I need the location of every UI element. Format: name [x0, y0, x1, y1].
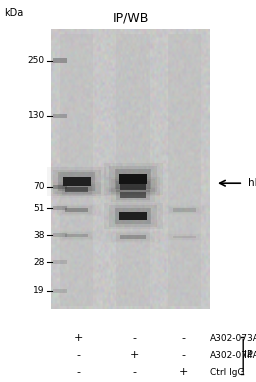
- Text: +: +: [73, 333, 83, 343]
- FancyBboxPatch shape: [116, 181, 150, 193]
- FancyBboxPatch shape: [62, 206, 92, 214]
- Text: +: +: [130, 350, 139, 360]
- FancyBboxPatch shape: [119, 212, 147, 220]
- FancyBboxPatch shape: [53, 233, 67, 237]
- Text: -: -: [181, 333, 185, 343]
- Text: -: -: [76, 350, 80, 360]
- FancyBboxPatch shape: [120, 192, 146, 197]
- FancyBboxPatch shape: [115, 169, 152, 189]
- FancyBboxPatch shape: [51, 30, 210, 309]
- FancyBboxPatch shape: [53, 206, 67, 210]
- Text: IP: IP: [244, 350, 253, 360]
- FancyBboxPatch shape: [65, 188, 88, 193]
- FancyBboxPatch shape: [62, 185, 92, 195]
- FancyBboxPatch shape: [120, 235, 146, 239]
- FancyBboxPatch shape: [53, 289, 67, 293]
- Text: 250: 250: [28, 56, 45, 65]
- FancyBboxPatch shape: [109, 166, 157, 192]
- FancyBboxPatch shape: [116, 34, 150, 306]
- FancyBboxPatch shape: [53, 260, 67, 264]
- Text: 19: 19: [33, 286, 45, 295]
- FancyBboxPatch shape: [53, 170, 101, 194]
- Text: -: -: [76, 367, 80, 377]
- FancyBboxPatch shape: [173, 236, 196, 238]
- FancyBboxPatch shape: [111, 179, 155, 194]
- FancyBboxPatch shape: [53, 58, 67, 63]
- FancyBboxPatch shape: [65, 234, 88, 237]
- Text: -: -: [132, 367, 136, 377]
- FancyBboxPatch shape: [168, 34, 201, 306]
- Text: -: -: [181, 350, 185, 360]
- Text: A302-073A: A302-073A: [210, 333, 256, 343]
- FancyBboxPatch shape: [60, 34, 93, 306]
- FancyBboxPatch shape: [63, 177, 91, 186]
- Text: A302-074A: A302-074A: [210, 351, 256, 360]
- Text: 38: 38: [33, 231, 45, 240]
- Text: 28: 28: [34, 258, 45, 267]
- Text: 70: 70: [33, 182, 45, 191]
- FancyBboxPatch shape: [119, 174, 147, 184]
- Text: IP/WB: IP/WB: [112, 12, 149, 25]
- Text: -: -: [132, 333, 136, 343]
- Text: 51: 51: [33, 204, 45, 213]
- FancyBboxPatch shape: [58, 172, 95, 191]
- Text: 130: 130: [28, 112, 45, 120]
- Text: hPrp3p: hPrp3p: [248, 178, 256, 188]
- FancyBboxPatch shape: [65, 208, 88, 212]
- FancyBboxPatch shape: [115, 208, 152, 224]
- FancyBboxPatch shape: [109, 205, 157, 227]
- Text: +: +: [178, 367, 188, 377]
- FancyBboxPatch shape: [53, 185, 67, 189]
- FancyBboxPatch shape: [116, 190, 150, 200]
- Text: kDa: kDa: [4, 8, 24, 18]
- FancyBboxPatch shape: [173, 209, 196, 212]
- FancyBboxPatch shape: [120, 183, 146, 189]
- Text: Ctrl IgG: Ctrl IgG: [210, 368, 244, 377]
- FancyBboxPatch shape: [53, 114, 67, 118]
